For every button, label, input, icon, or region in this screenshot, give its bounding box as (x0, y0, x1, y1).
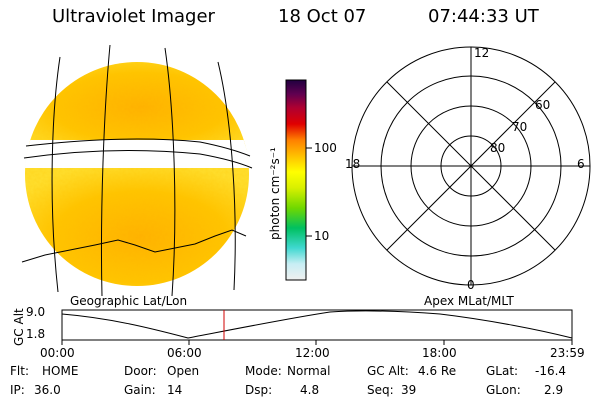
door-label: Door: (124, 364, 157, 378)
dsp-label: Dsp: (245, 383, 273, 397)
colorbar (285, 79, 307, 281)
filter-value: HOME (42, 364, 79, 378)
observation-time: 07:44:33 UT (428, 6, 539, 27)
parallel-line (23, 150, 253, 169)
meridian-line (164, 47, 176, 297)
ip-label: IP: (10, 383, 25, 397)
gain-label: Gain: (124, 383, 156, 397)
mlat-label-60: 60 (535, 98, 551, 112)
colorbar-unit-label: photon cm⁻²s⁻¹ (268, 147, 282, 240)
dsp-value: 4.8 (300, 383, 320, 397)
altitude-xtick-0000: 00:00 (40, 346, 75, 360)
gain-value: 14 (167, 383, 183, 397)
mlt-label-12: 12 (474, 46, 490, 60)
altitude-xtick-2359: 23:59 (550, 346, 585, 360)
instrument-title: Ultraviolet Imager (52, 6, 215, 27)
coastline (21, 229, 247, 263)
mlt-label-18: 18 (345, 157, 361, 171)
colorbar-ticks (306, 147, 312, 237)
glat-label: GLat: (486, 364, 519, 378)
ip-value: 36.0 (34, 383, 61, 397)
glon-value: 2.9 (544, 383, 564, 397)
meridian-line (100, 44, 111, 297)
filter-label: Flt: (10, 364, 29, 378)
gc-alt-label: GC Alt: (367, 364, 409, 378)
data-gap-band (25, 139, 249, 157)
parallel-line (25, 138, 251, 157)
glat-value: -16.4 (535, 364, 567, 378)
mlt-label-0: 0 (467, 278, 475, 292)
altitude-ytick-min: 1.8 (26, 327, 46, 341)
seq-value: 39 (401, 383, 417, 397)
mlat-label-80: 80 (490, 141, 506, 155)
altitude-x-ticks (61, 340, 573, 345)
door-value: Open (167, 364, 200, 378)
polar-diagonal (386, 81, 556, 251)
altitude-ytick-max: 9.0 (26, 305, 46, 319)
meridian-line (51, 56, 61, 293)
glon-label: GLon: (486, 383, 521, 397)
geographic-grid (21, 44, 253, 297)
mlat-label-70: 70 (512, 120, 528, 134)
upper-image-texture (25, 62, 249, 150)
seq-label: Seq: (367, 383, 394, 397)
mlt-label-6: 6 (577, 157, 585, 171)
altitude-curve (61, 310, 573, 339)
apex-panel-label: Apex MLat/MLT (424, 294, 514, 308)
meridian-line (217, 61, 236, 291)
colorbar-tick-100: 100 (314, 141, 337, 155)
mode-value: Normal (287, 364, 331, 378)
mode-label: Mode: (245, 364, 282, 378)
altitude-xtick-0600: 06:00 (167, 346, 202, 360)
colorbar-tick-10: 10 (314, 229, 330, 243)
polar-grid (351, 46, 591, 286)
gc-alt-value: 4.6 Re (418, 364, 457, 378)
observation-date: 18 Oct 07 (278, 6, 367, 27)
altitude-plot-frame (61, 309, 573, 341)
altitude-xtick-1800: 18:00 (422, 346, 457, 360)
geographic-panel-label: Geographic Lat/Lon (70, 294, 188, 308)
altitude-xtick-1200: 12:00 (295, 346, 330, 360)
altitude-y-label: GC Alt (12, 308, 26, 346)
